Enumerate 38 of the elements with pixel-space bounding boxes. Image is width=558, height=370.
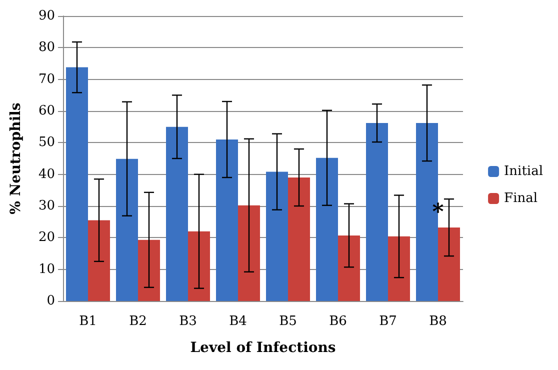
bar xyxy=(66,67,88,301)
y-tick-label: 70 xyxy=(38,72,55,87)
bar xyxy=(188,231,210,301)
bar xyxy=(366,123,388,301)
y-tick-label: 0 xyxy=(46,294,55,308)
y-axis-title: % Neutrophils xyxy=(8,102,24,214)
bar xyxy=(316,158,338,301)
x-tick-label: B8 xyxy=(429,314,447,329)
x-axis-title: Level of Infections xyxy=(190,340,336,356)
bar xyxy=(138,240,160,301)
y-tick-label: 80 xyxy=(38,40,55,56)
y-tick-label: 40 xyxy=(38,166,55,182)
x-tick-label: B6 xyxy=(329,314,347,329)
y-tick-label: 60 xyxy=(38,104,55,118)
bar xyxy=(166,126,188,301)
bar xyxy=(266,172,288,301)
x-tick-label: B2 xyxy=(129,314,147,329)
bar xyxy=(438,228,460,301)
y-tick-label: 10 xyxy=(38,262,55,277)
y-tick-label: 90 xyxy=(38,8,55,24)
bar xyxy=(116,158,138,301)
x-tick-label: B5 xyxy=(279,314,297,329)
legend-label: Final xyxy=(504,191,538,206)
bar xyxy=(338,235,360,301)
bar xyxy=(88,220,110,301)
x-tick-label: B7 xyxy=(379,314,397,329)
bar xyxy=(238,205,260,301)
x-tick-label: B3 xyxy=(179,314,197,329)
bar xyxy=(288,178,310,301)
y-tick-label: 20 xyxy=(38,230,55,246)
bar xyxy=(216,140,238,301)
y-tick-label: 30 xyxy=(38,198,55,214)
annotation: * xyxy=(432,199,444,225)
y-tick-label: 50 xyxy=(38,135,55,150)
x-tick-label: B1 xyxy=(79,314,97,329)
x-tick-label: B4 xyxy=(229,314,247,329)
legend-label: Initial xyxy=(504,164,544,179)
bar xyxy=(388,236,410,301)
